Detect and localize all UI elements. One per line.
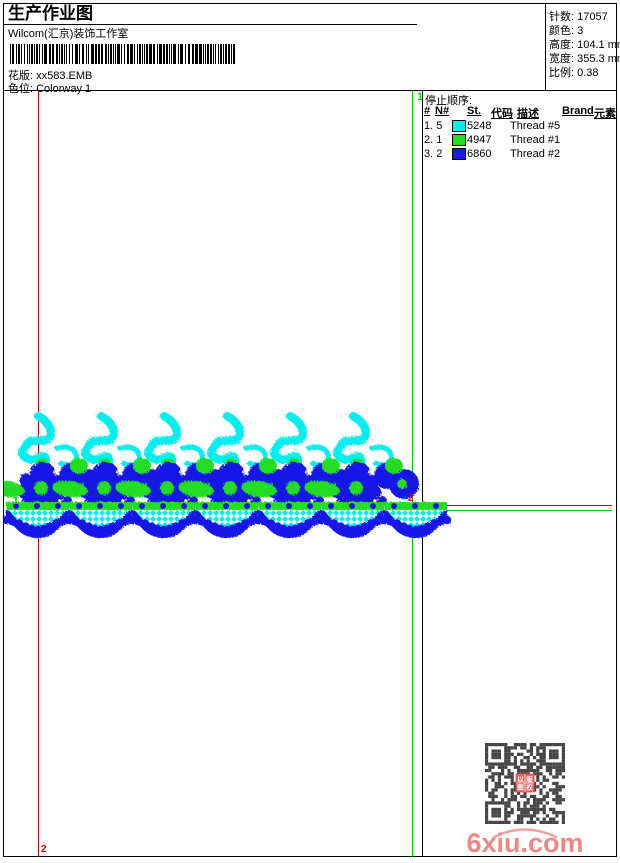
svg-text:权: 权	[525, 783, 533, 792]
svg-text:以: 以	[517, 776, 524, 784]
svg-text:图: 图	[517, 783, 524, 792]
svg-text:6xiu.com: 6xiu.com	[466, 828, 583, 858]
svg-text:版: 版	[525, 775, 533, 784]
